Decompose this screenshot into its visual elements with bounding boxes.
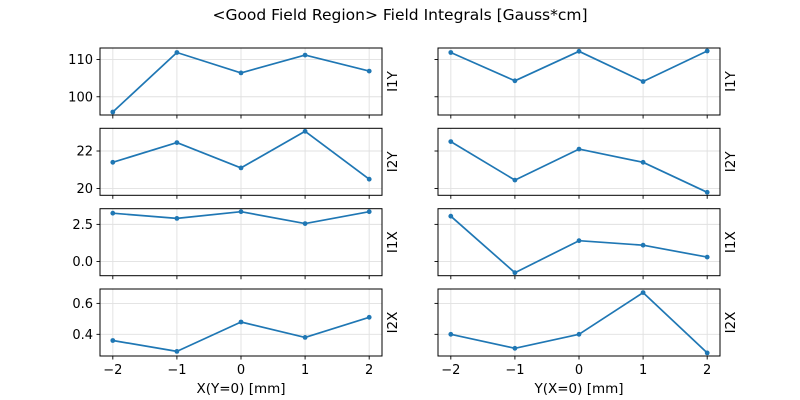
- data-point: [704, 189, 710, 195]
- row-label-i1x: I1X: [385, 231, 401, 253]
- data-point: [302, 221, 308, 227]
- x-tick-label: 0: [237, 363, 245, 378]
- data-point: [174, 140, 180, 146]
- data-point: [366, 209, 372, 215]
- data-point: [366, 176, 372, 182]
- x-tick-label: 1: [301, 363, 309, 378]
- subplot-i1x-vs-x: 0.0 2.5 I1X: [72, 208, 401, 280]
- data-point: [366, 68, 372, 74]
- x-tick-label: 2: [703, 363, 711, 378]
- data-point: [110, 210, 116, 216]
- subplot-i1x-vs-y: I1X: [434, 208, 739, 280]
- data-point: [640, 79, 646, 84]
- data-point: [576, 331, 582, 337]
- x-axis-label: Y(X=0) [mm]: [533, 381, 623, 397]
- data-point: [110, 109, 116, 115]
- data-point: [238, 209, 244, 215]
- y-tick-label: 100: [68, 90, 93, 105]
- chart-title: <Good Field Region> Field Integrals [Gau…: [212, 6, 588, 24]
- x-tick-label: −2: [441, 363, 460, 378]
- data-point: [512, 177, 518, 183]
- data-point: [704, 48, 710, 54]
- data-point: [448, 213, 454, 219]
- subplot-i2x-vs-x: −2 −1 0 1 2 0.4 0.6 X(Y=0) [mm] I2X: [72, 288, 401, 397]
- data-point: [110, 159, 116, 165]
- data-point: [576, 238, 582, 244]
- data-point: [448, 50, 454, 55]
- y-tick-label: 110: [68, 53, 93, 68]
- x-tick-label: −1: [167, 363, 186, 378]
- data-point: [302, 52, 308, 58]
- x-tick-label: 1: [639, 363, 647, 378]
- row-label-i2y: I2Y: [385, 151, 401, 173]
- subplot-i2x-vs-y: −2 −1 0 1 2 Y(X=0) [mm] I2X: [434, 288, 739, 397]
- row-label-i2x: I2X: [723, 312, 739, 334]
- subplot-i1y-vs-y: I1Y: [434, 47, 739, 119]
- data-point: [576, 48, 582, 54]
- y-tick-label: 0.0: [72, 255, 93, 270]
- y-tick-label: 20: [76, 182, 93, 197]
- data-point: [512, 345, 518, 351]
- x-tick-label: −2: [103, 363, 122, 378]
- data-point: [640, 290, 646, 295]
- data-point: [174, 50, 180, 55]
- data-point: [704, 254, 710, 260]
- data-point: [704, 350, 710, 356]
- data-point: [302, 128, 308, 134]
- x-tick-label: −1: [505, 363, 524, 378]
- x-tick-label: 0: [575, 363, 583, 378]
- y-tick-label: 0.6: [72, 297, 93, 312]
- data-point: [110, 338, 116, 343]
- x-tick-label: 2: [365, 363, 373, 378]
- data-point: [366, 314, 372, 320]
- data-point: [640, 159, 646, 165]
- data-point: [512, 78, 518, 84]
- row-label-i2x: I2X: [385, 312, 401, 334]
- subplot-i2y-vs-x: 20 22 I2Y: [76, 127, 401, 199]
- x-axis-label: X(Y=0) [mm]: [196, 381, 285, 397]
- data-point: [238, 70, 244, 76]
- data-point: [640, 242, 646, 248]
- data-point: [448, 331, 454, 337]
- y-tick-label: 0.4: [72, 328, 93, 343]
- subplot-i1y-vs-x: 100 110 I1Y: [68, 47, 401, 119]
- row-label-i1y: I1Y: [723, 70, 739, 92]
- data-point: [238, 319, 244, 325]
- y-tick-label: 2.5: [72, 218, 93, 233]
- data-point: [302, 335, 308, 340]
- row-label-i2y: I2Y: [723, 151, 739, 173]
- data-point: [576, 146, 582, 152]
- row-label-i1y: I1Y: [385, 70, 401, 92]
- data-point: [174, 216, 180, 221]
- data-point: [238, 165, 244, 171]
- y-tick-label: 22: [76, 145, 93, 160]
- data-point: [512, 270, 518, 276]
- data-point: [174, 349, 180, 354]
- subplot-i2y-vs-y: I2Y: [434, 127, 739, 199]
- data-point: [448, 139, 454, 145]
- row-label-i1x: I1X: [723, 231, 739, 253]
